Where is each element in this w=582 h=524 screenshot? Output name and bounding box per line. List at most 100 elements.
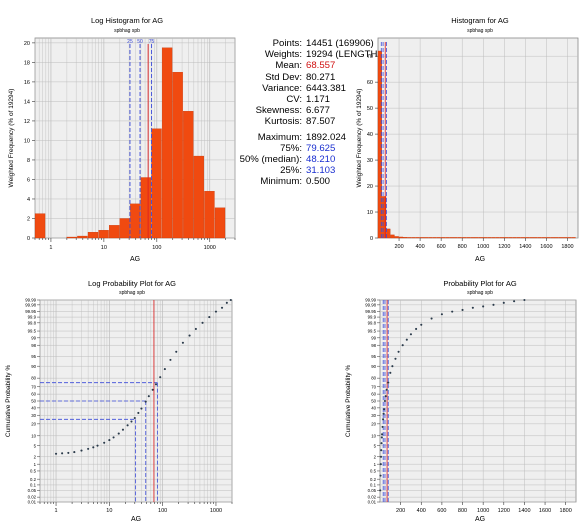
y-tick-label: 50 [371,399,376,404]
stat-value: 0.500 [306,176,331,188]
data-point [492,303,495,306]
x-tick-label: 1000 [477,508,489,514]
y-tick-label: 0.2 [30,477,37,482]
probability-plot: Probability Plot for AG spbhag spb 0.010… [345,279,577,523]
x-tick-label: 1200 [498,244,510,250]
y-tick-label: 10 [31,433,36,438]
y-tick-label: 0.05 [28,488,37,493]
data-point [384,395,387,398]
stat-label: 50% (median): [239,154,302,166]
x-tick-label: 1800 [561,244,573,250]
data-point [117,432,120,435]
data-point [137,411,140,414]
data-point [420,323,423,326]
y-tick-label: 1 [374,462,377,467]
data-point [181,341,184,344]
y-tick-label: 40 [31,405,36,410]
data-point [133,417,136,420]
histogram-bar [529,237,534,239]
stat-value: 48.210 [306,154,336,166]
histogram-bar [407,237,412,239]
histogram-bar [432,237,437,239]
data-point [73,451,76,454]
x-tick-label: 1400 [518,508,530,514]
histogram-bar [474,237,479,239]
x-tick-label: 10 [106,508,112,514]
chart-subtitle: spbhag spb [467,28,493,34]
data-point [440,313,443,316]
y-tick-label: 6 [27,177,30,183]
stat-label: Minimum: [260,176,302,188]
y-tick-label: 99.9 [368,315,377,320]
data-point [147,395,150,398]
data-point [225,301,228,304]
chart-title: Probability Plot for AG [443,279,517,288]
y-tick-label: 0.01 [28,500,37,505]
y-tick-label: 30 [367,158,373,164]
y-axis-label: Cumulative Probability % [5,365,12,437]
histogram-bar [537,237,542,239]
data-point [126,424,129,427]
histogram-bar [398,236,404,239]
histogram-bar [525,237,530,239]
data-point [391,365,394,368]
stat-label: Variance: [262,82,302,94]
histogram-bar [546,237,551,239]
histogram-bar [161,47,173,239]
stat-row: 75%: 79.625 [232,143,382,154]
histogram-bar [533,237,538,239]
histogram-bar [478,237,484,239]
quartile-label: 50 [137,39,143,45]
stat-value: 1.171 [306,94,331,106]
y-tick-label: 95 [31,354,36,359]
x-tick-label: 1600 [540,244,552,250]
stat-value: 68.557 [306,60,336,72]
quartile-label: 25 [127,39,133,45]
data-point [229,298,232,302]
histogram-bar [445,237,450,239]
chart-subtitle: spbhag spb [467,290,493,296]
data-point [175,350,178,353]
stat-row: Minimum: 0.500 [232,176,382,187]
histogram-bar [542,237,547,239]
y-tick-label: 70 [367,54,373,60]
data-point [409,333,412,336]
stat-label: Kurtosis: [264,116,302,128]
histogram-bar [87,231,99,239]
histogram-bar [66,236,77,239]
histogram-bar [441,237,446,239]
stat-label: Weights: [264,49,302,61]
y-tick-label: 98 [371,343,376,348]
y-tick-label: 99.5 [28,329,37,334]
y-tick-label: 95 [371,354,376,359]
y-tick-label: 0.5 [370,469,377,474]
histogram-bar [390,234,395,239]
data-point [208,316,211,319]
data-point [382,418,385,421]
data-point [103,441,106,444]
stat-row: Mean: 68.557 [232,60,382,71]
x-tick-label: 10 [101,245,107,251]
stat-value: 6443.381 [306,82,347,94]
stat-value: 87.507 [306,116,336,128]
x-tick-label: 1000 [204,245,216,251]
stat-row: Points: 14451 (169906) [232,38,382,49]
data-point [220,306,224,309]
histogram-bar [491,237,496,239]
histogram-bar [512,237,517,239]
histogram-bar [119,218,130,239]
y-tick-label: 70 [371,384,376,389]
data-point [397,350,400,353]
data-point [389,371,392,374]
chart-subtitle: spbhag spb [119,290,145,296]
data-point [121,428,125,431]
chart-title: Log Histogram for AG [91,16,163,25]
data-point [67,451,70,454]
x-tick-label: 1000 [477,244,489,250]
y-tick-label: 16 [24,80,30,86]
data-point [430,317,433,320]
statistics-summary: Points: 14451 (169906) Weights: 19294 (LENG… [232,38,382,188]
data-point [379,489,382,492]
stat-value: 14451 (169906) [306,38,374,49]
y-tick-label: 0 [27,236,30,242]
